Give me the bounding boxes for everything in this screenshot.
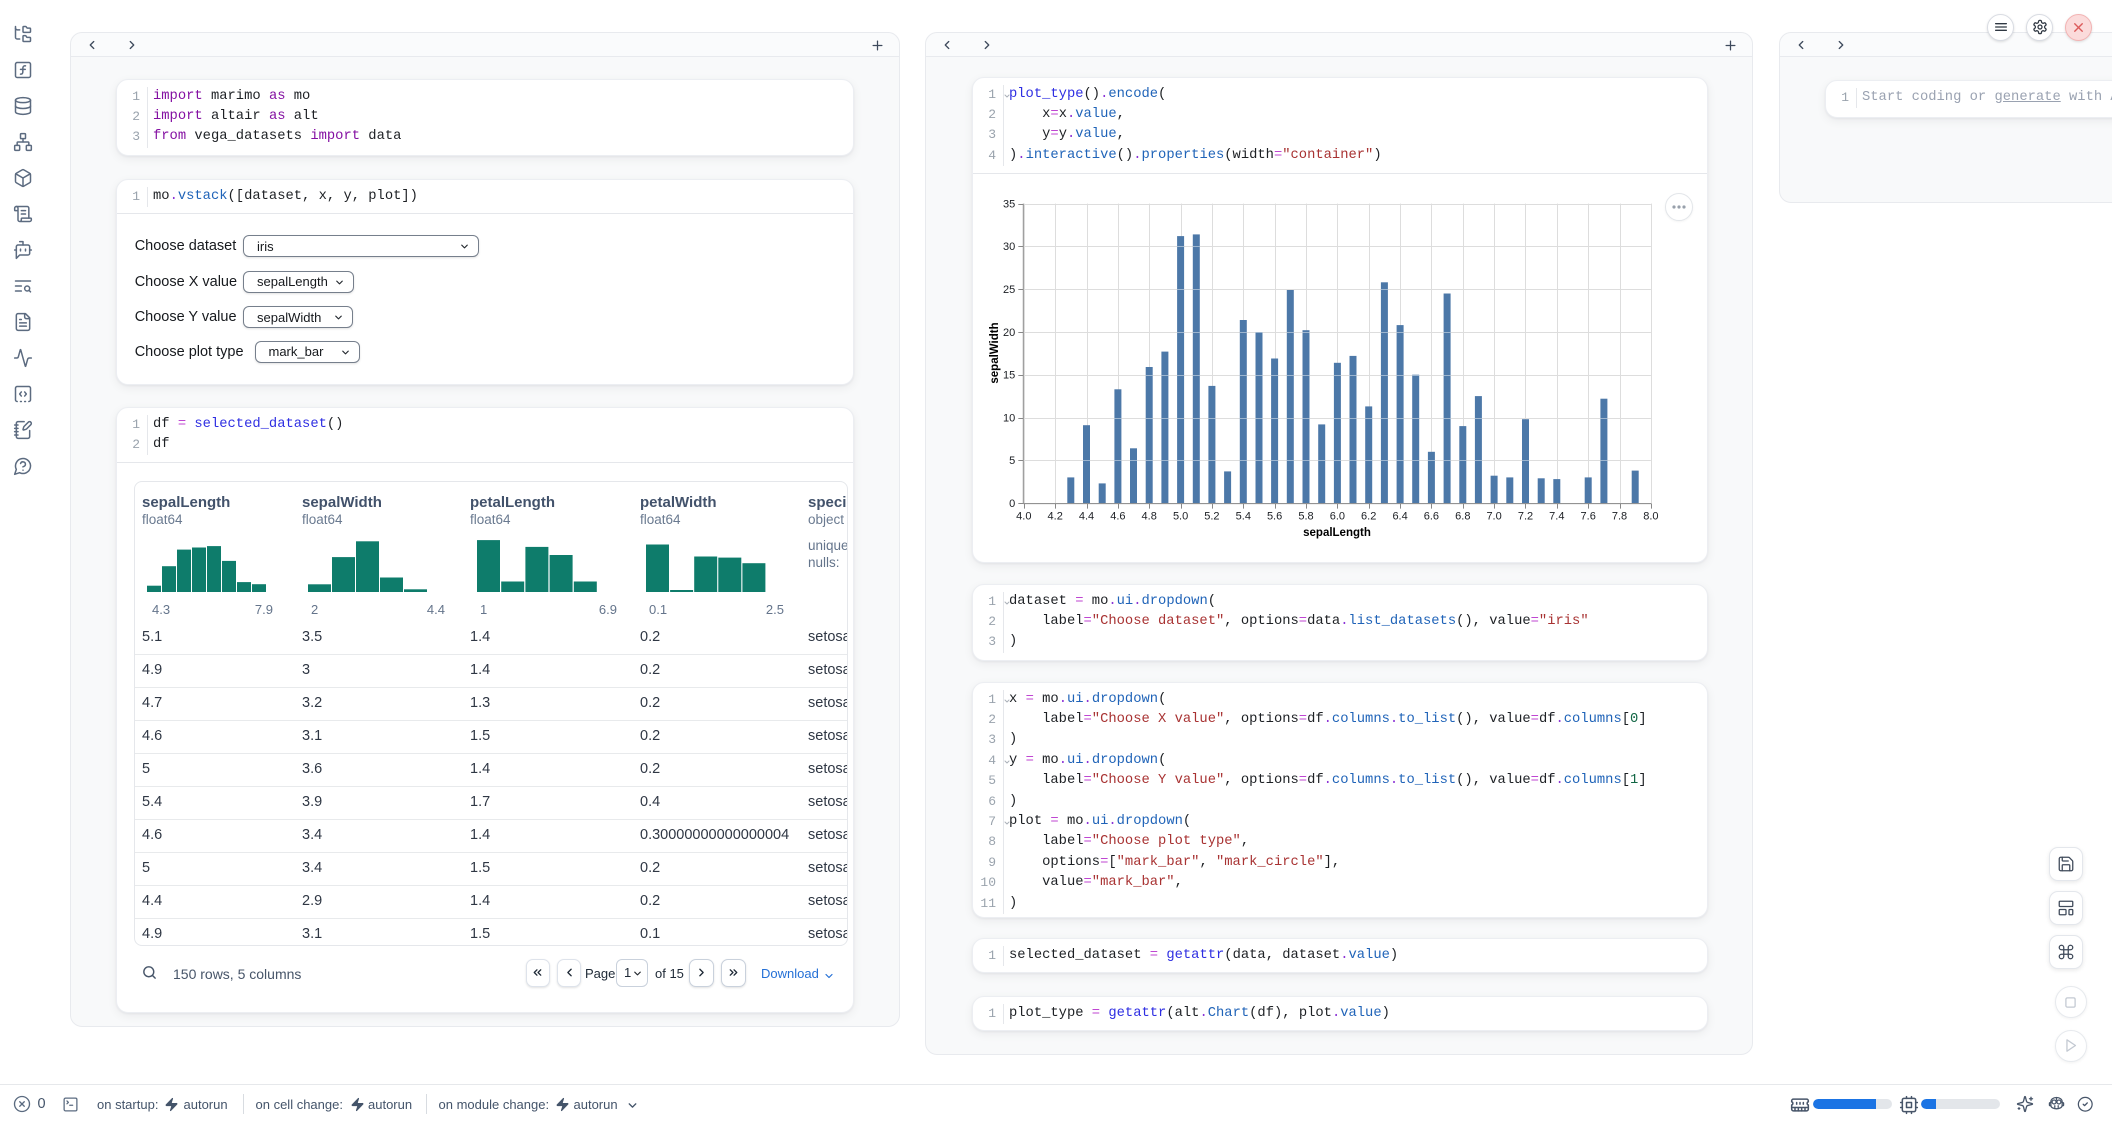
svg-text:30: 30 (1003, 241, 1015, 253)
svg-text:4.2: 4.2 (1048, 511, 1063, 523)
svg-text:5: 5 (1009, 455, 1015, 467)
svg-text:5.6: 5.6 (1267, 511, 1282, 523)
svg-text:4.6: 4.6 (1110, 511, 1125, 523)
svg-text:6.2: 6.2 (1361, 511, 1376, 523)
svg-text:4.0: 4.0 (1016, 511, 1031, 523)
svg-text:sepalWidth: sepalWidth (989, 322, 1001, 383)
svg-text:5.0: 5.0 (1173, 511, 1188, 523)
svg-text:4.4: 4.4 (1079, 511, 1094, 523)
svg-text:25: 25 (1003, 284, 1015, 296)
svg-text:4.8: 4.8 (1142, 511, 1157, 523)
svg-text:15: 15 (1003, 370, 1015, 382)
svg-text:5.4: 5.4 (1236, 511, 1251, 523)
svg-text:6.6: 6.6 (1424, 511, 1439, 523)
svg-text:6.0: 6.0 (1330, 511, 1345, 523)
svg-text:10: 10 (1003, 412, 1015, 424)
svg-text:5.2: 5.2 (1204, 511, 1219, 523)
svg-text:20: 20 (1003, 327, 1015, 339)
svg-text:0: 0 (1009, 498, 1015, 510)
svg-text:7.2: 7.2 (1518, 511, 1533, 523)
svg-text:5.8: 5.8 (1298, 511, 1313, 523)
svg-text:6.4: 6.4 (1392, 511, 1407, 523)
svg-text:7.4: 7.4 (1549, 511, 1564, 523)
svg-text:6.8: 6.8 (1455, 511, 1470, 523)
svg-text:7.6: 7.6 (1581, 511, 1596, 523)
svg-text:sepalLength: sepalLength (1303, 527, 1371, 539)
svg-text:8.0: 8.0 (1643, 511, 1658, 523)
svg-text:35: 35 (1003, 198, 1015, 210)
svg-text:7.8: 7.8 (1612, 511, 1627, 523)
svg-text:7.0: 7.0 (1486, 511, 1501, 523)
